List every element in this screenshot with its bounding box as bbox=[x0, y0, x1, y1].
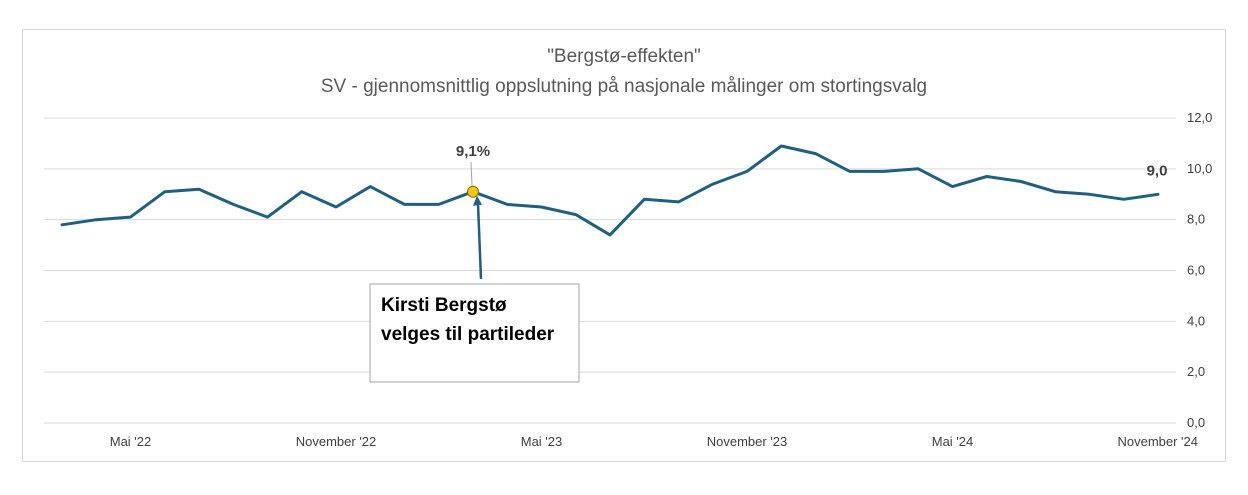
series-layer bbox=[60, 144, 1160, 237]
x-tick-label: Mai '23 bbox=[521, 434, 563, 449]
x-tick-label: November '24 bbox=[1117, 434, 1198, 449]
grid-lines bbox=[44, 117, 1176, 424]
x-tick-label: November '23 bbox=[707, 434, 788, 449]
data-label: 9,1% bbox=[456, 143, 490, 160]
y-tick-label: 2,0 bbox=[1187, 364, 1205, 379]
chart-frame bbox=[22, 29, 1226, 462]
x-axis-ticks: Mai '22 November '22 Mai '23 November '23 Ma… bbox=[110, 434, 1198, 449]
y-tick-label: 6,0 bbox=[1187, 263, 1205, 278]
highlight-point bbox=[467, 185, 479, 198]
y-tick-label: 10,0 bbox=[1187, 161, 1212, 176]
chart-title: "Bergstø-effekten" bbox=[547, 46, 701, 67]
data-label: 9,0 bbox=[1147, 162, 1168, 179]
y-axis-ticks: 12,0 10,0 8,0 6,0 4,0 2,0 0,0 bbox=[1187, 110, 1212, 430]
y-tick-label: 4,0 bbox=[1187, 313, 1205, 328]
x-tick-label: November '22 bbox=[296, 434, 377, 449]
callout-arrow-line bbox=[476, 203, 483, 280]
series-line bbox=[60, 144, 1160, 237]
chart-subtitle: SV - gjennomsnittlig oppslutning på nasj… bbox=[321, 76, 927, 97]
y-tick-label: 8,0 bbox=[1187, 212, 1205, 227]
annotation-layer: Kirsti Bergstø velges til partileder bbox=[369, 161, 580, 383]
callout-box bbox=[369, 283, 580, 383]
data-label-leader bbox=[470, 161, 473, 186]
callout-text-line: velges til partileder bbox=[381, 324, 555, 345]
x-tick-label: Mai '24 bbox=[932, 434, 974, 449]
callout-arrow-head bbox=[473, 195, 482, 206]
data-labels: 9,1% 9,0 bbox=[456, 143, 1168, 179]
y-tick-label: 12,0 bbox=[1187, 110, 1212, 125]
callout-text-line: Kirsti Bergstø bbox=[381, 295, 507, 316]
y-tick-label: 0,0 bbox=[1187, 415, 1205, 430]
x-tick-label: Mai '22 bbox=[110, 434, 152, 449]
